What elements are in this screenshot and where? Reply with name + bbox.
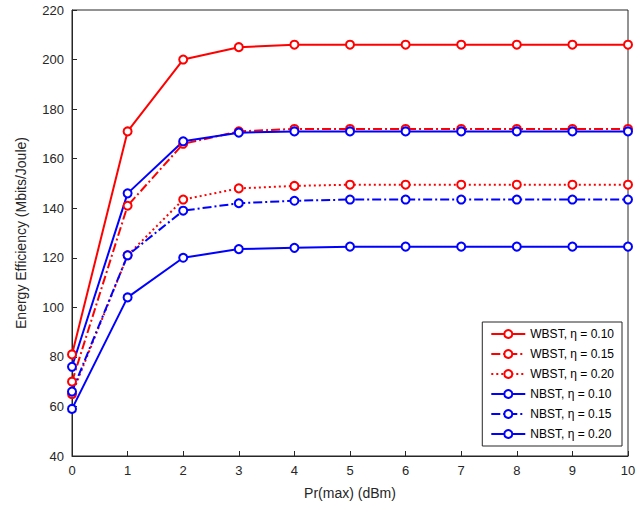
svg-text:200: 200 xyxy=(42,52,64,67)
svg-text:NBST, η = 0.10: NBST, η = 0.10 xyxy=(530,387,611,401)
svg-text:80: 80 xyxy=(50,349,64,364)
svg-text:NBST, η = 0.15: NBST, η = 0.15 xyxy=(530,407,611,421)
svg-text:WBST, η = 0.10: WBST, η = 0.10 xyxy=(530,327,614,341)
svg-text:10: 10 xyxy=(621,463,635,478)
svg-text:0: 0 xyxy=(68,463,75,478)
svg-text:140: 140 xyxy=(42,201,64,216)
svg-text:WBST, η = 0.15: WBST, η = 0.15 xyxy=(530,347,614,361)
svg-text:1: 1 xyxy=(124,463,131,478)
svg-text:100: 100 xyxy=(42,300,64,315)
svg-text:60: 60 xyxy=(50,399,64,414)
svg-text:220: 220 xyxy=(42,3,64,18)
svg-text:7: 7 xyxy=(458,463,465,478)
svg-text:Energy Efficiency (Mbits/Joule: Energy Efficiency (Mbits/Joule) xyxy=(13,137,29,329)
svg-text:WBST, η = 0.20: WBST, η = 0.20 xyxy=(530,367,614,381)
svg-text:6: 6 xyxy=(402,463,409,478)
svg-text:180: 180 xyxy=(42,102,64,117)
svg-text:NBST, η = 0.20: NBST, η = 0.20 xyxy=(530,427,611,441)
svg-text:Pr(max) (dBm): Pr(max) (dBm) xyxy=(304,485,396,501)
svg-text:9: 9 xyxy=(569,463,576,478)
svg-text:5: 5 xyxy=(346,463,353,478)
svg-text:2: 2 xyxy=(180,463,187,478)
svg-text:120: 120 xyxy=(42,250,64,265)
svg-text:40: 40 xyxy=(50,449,64,464)
svg-text:3: 3 xyxy=(235,463,242,478)
svg-text:8: 8 xyxy=(513,463,520,478)
svg-text:4: 4 xyxy=(291,463,298,478)
svg-text:160: 160 xyxy=(42,151,64,166)
